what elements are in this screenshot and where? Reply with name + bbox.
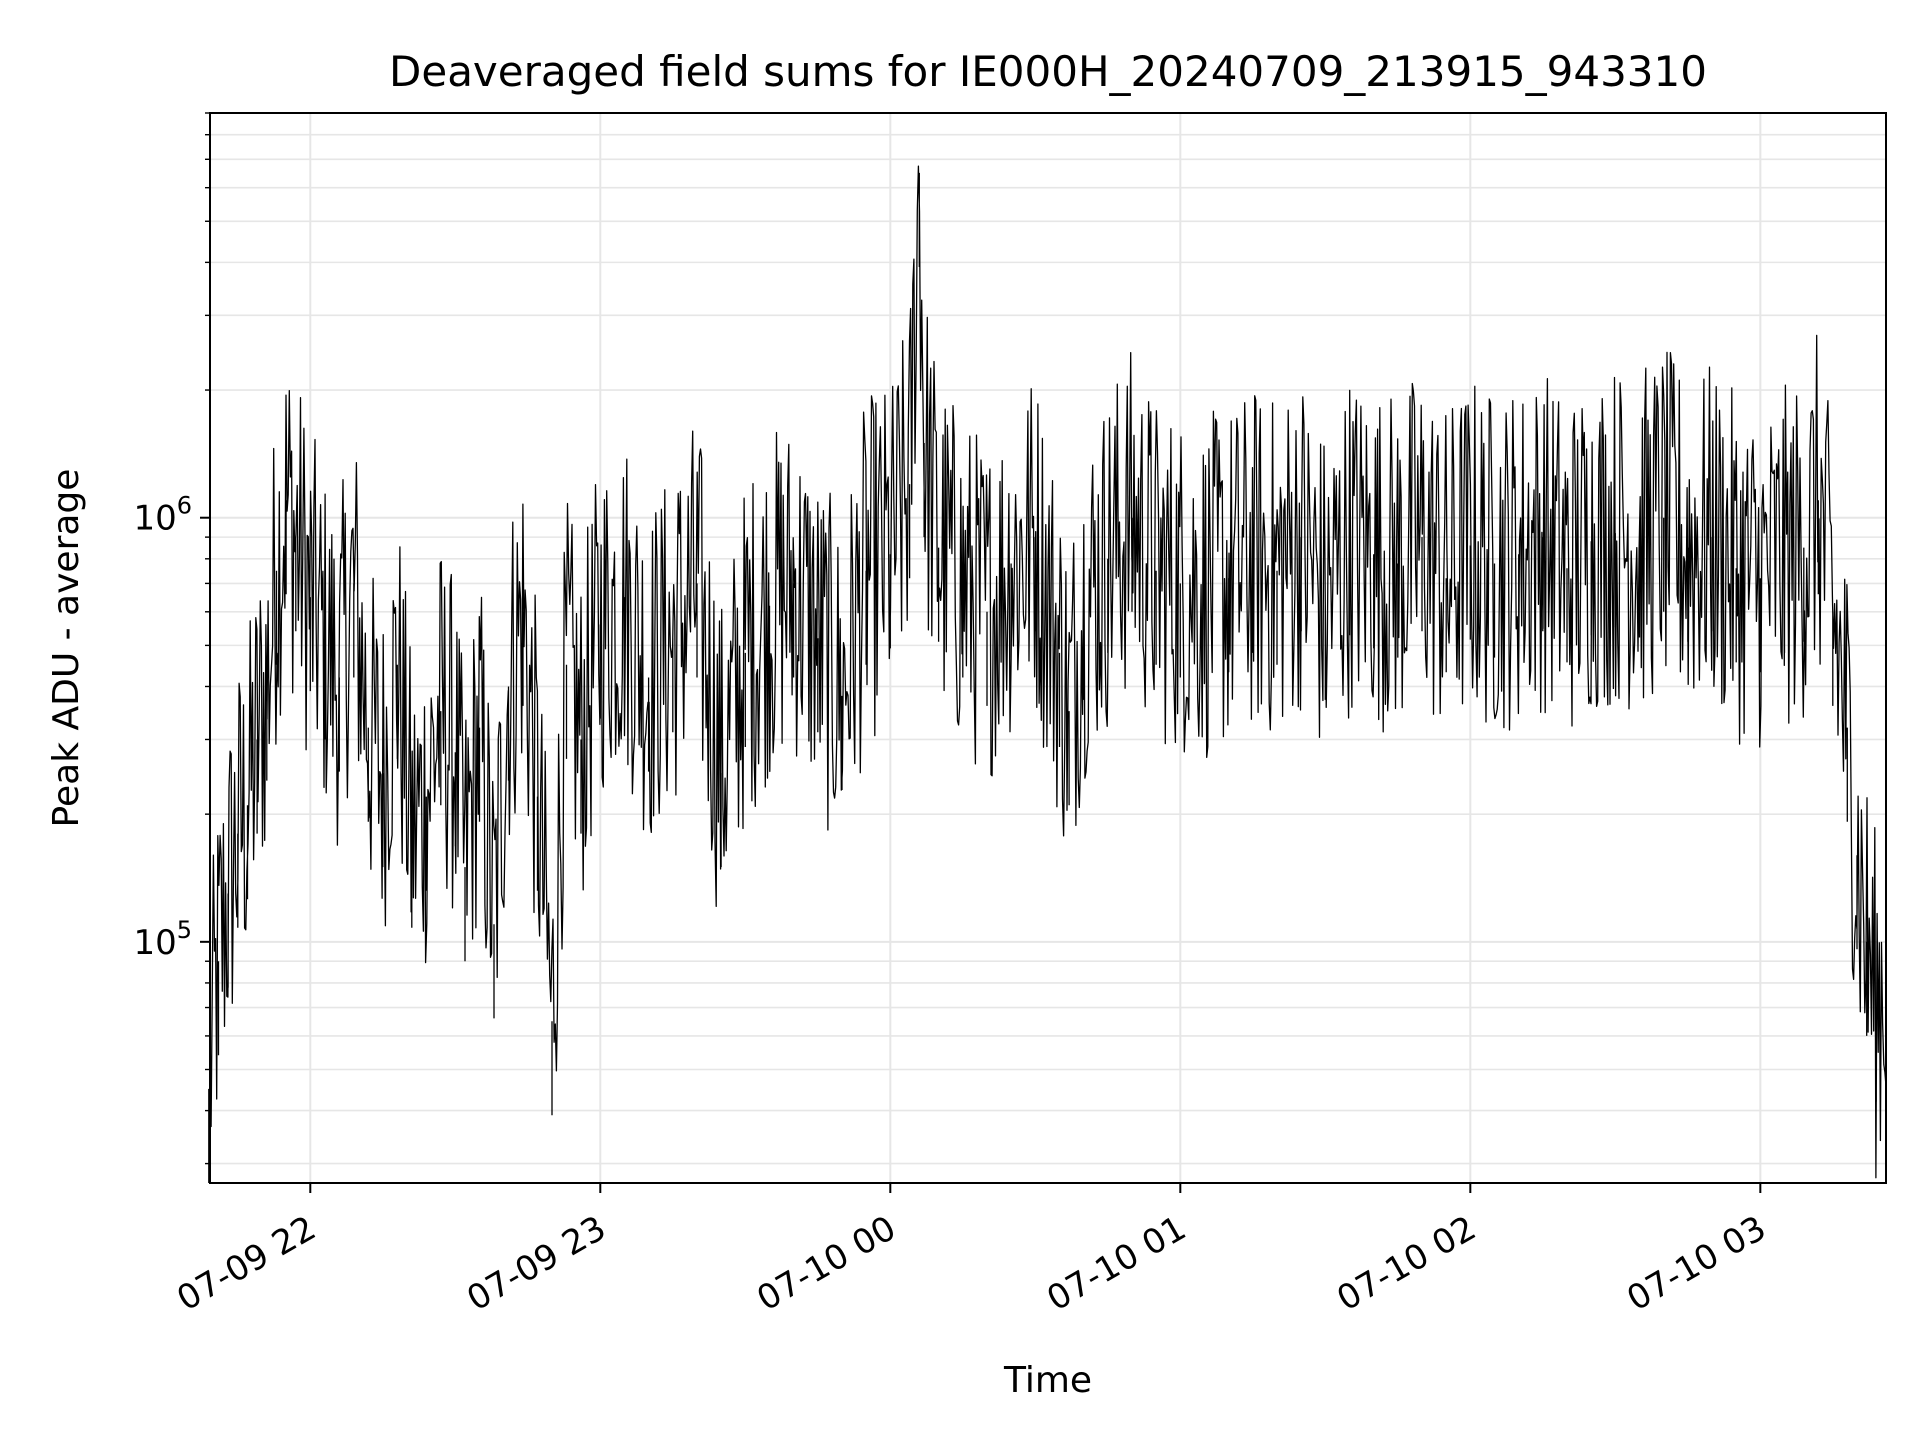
- series-line: [208, 165, 1887, 1183]
- y-tick-label: 106: [133, 492, 192, 539]
- data-series: [208, 165, 1887, 1183]
- y-tick-label: 105: [133, 916, 192, 963]
- plot-frame: [209, 112, 1887, 1184]
- y-axis-label: Peak ADU - average: [46, 469, 87, 828]
- chart-title: Deaveraged field sums for IE000H_2024070…: [389, 47, 1707, 96]
- x-axis-label: Time: [1003, 1360, 1092, 1401]
